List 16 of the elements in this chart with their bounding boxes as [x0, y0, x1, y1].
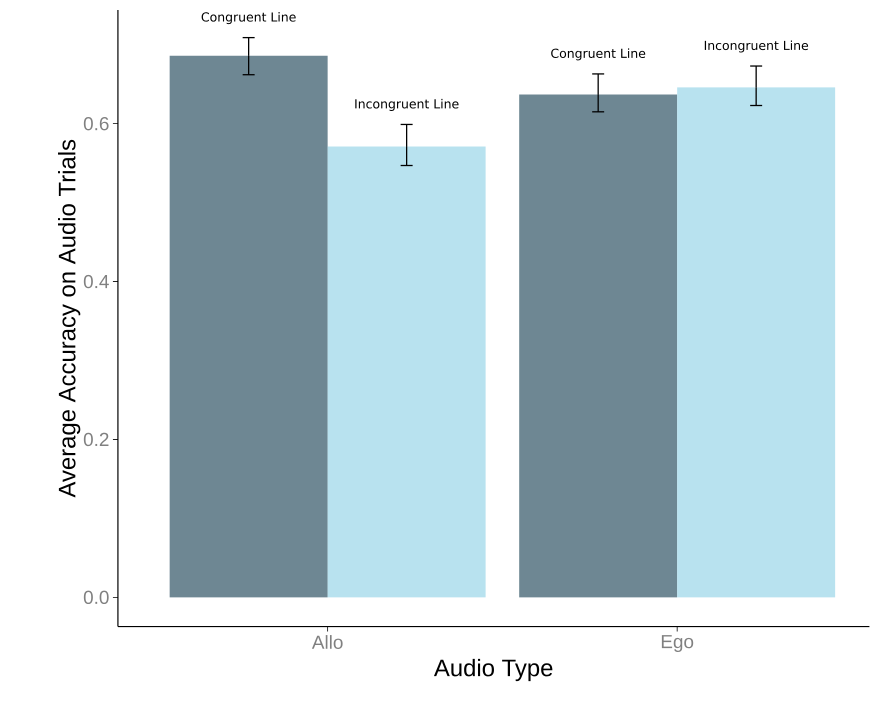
x-tick-label: Allo [312, 634, 343, 649]
text: Congruent Line [202, 12, 296, 24]
y-tick-label: 0.6 [84, 116, 109, 130]
bar [519, 94, 678, 598]
text: Incongruent Line [704, 40, 808, 52]
y-tick-label: 0.2 [84, 432, 108, 446]
x-tick-label: Ego [662, 634, 694, 652]
bar [170, 56, 328, 598]
x-axis-title: Audio Type [434, 658, 552, 681]
y-tick-label: 0.0 [84, 590, 109, 604]
text: Incongruent Line [355, 98, 459, 111]
text: Congruent Line [551, 48, 646, 60]
y-tick-label: 0.4 [84, 274, 109, 288]
bar [677, 87, 836, 598]
bar [328, 146, 486, 598]
y-axis-title: Average Accuracy on Audio Trials [58, 140, 80, 498]
